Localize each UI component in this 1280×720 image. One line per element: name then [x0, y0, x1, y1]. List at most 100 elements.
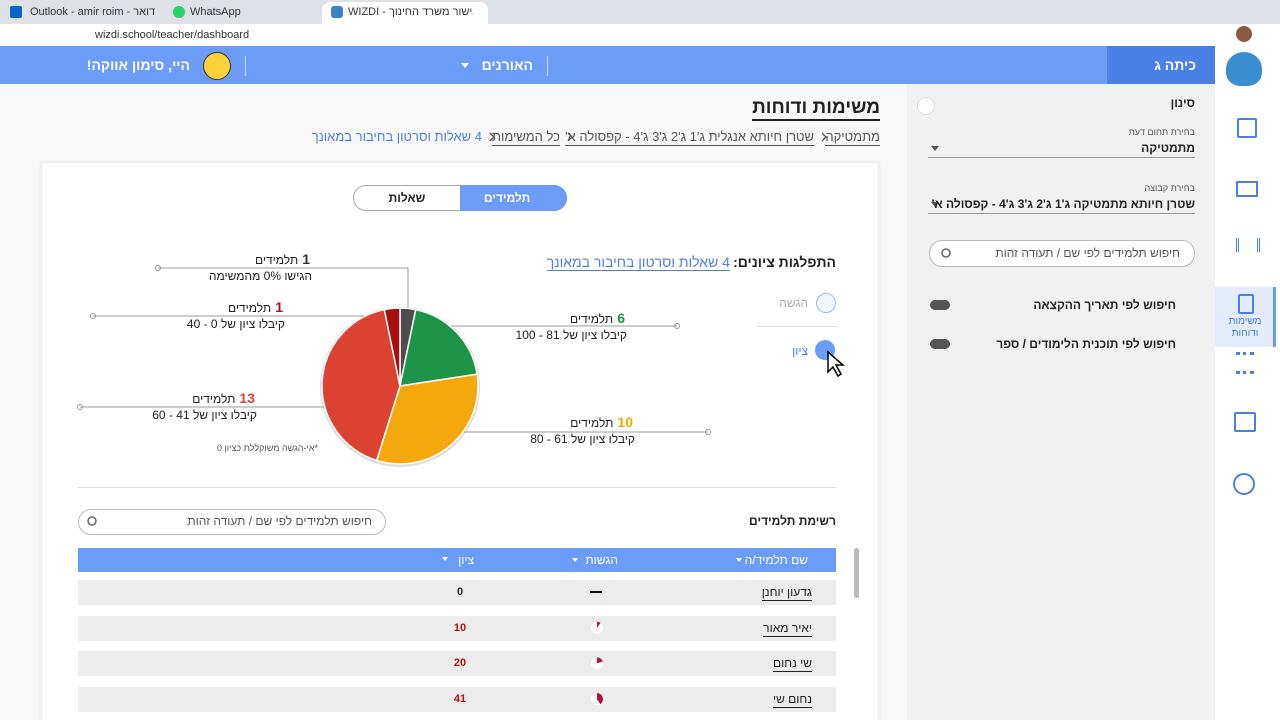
slice-caption: הגישו 0% מהמשימה: [208, 269, 312, 283]
student-name[interactable]: גדעון יוחנן: [761, 585, 812, 601]
nav-label[interactable]: משימות ודוחות: [1228, 316, 1262, 339]
toggle-switch[interactable]: [930, 300, 950, 310]
tab-bar: [0, 0, 1280, 24]
page-title: משימות ודוחות: [752, 97, 880, 121]
breadcrumb[interactable]: שטרן חיותא אנגלית ג'1 ג'2 ג'3 ג'4 - קפסו…: [565, 129, 814, 146]
sort-arrow[interactable]: [572, 558, 578, 562]
menu[interactable]: האורנים: [481, 57, 533, 73]
slice-unit: תלמידים: [255, 253, 299, 267]
mode-icon[interactable]: [816, 293, 836, 313]
browser-tab[interactable]: WIZDI - ות באישור משרד החינוך: [348, 6, 473, 18]
nav-icon[interactable]: [1236, 352, 1254, 374]
logo: [1226, 52, 1262, 86]
slice-label: 1תלמידים: [255, 251, 310, 268]
table-row: [78, 615, 836, 641]
avatar-emoji: [203, 52, 231, 80]
slice-label: 1תלמידים: [228, 299, 283, 316]
slice-count: 1: [275, 299, 283, 315]
student-name[interactable]: שי נחום: [772, 656, 812, 673]
search-placeholder: חיפוש תלמידים לפי שם / תעודה זהות: [995, 246, 1180, 260]
divider: [757, 326, 837, 327]
list-title: רשימת תלמידים: [749, 514, 836, 528]
student-search[interactable]: [78, 509, 386, 535]
grade: 10: [453, 621, 467, 634]
slice-caption: קיבלו ציון של 81 - 100: [515, 328, 627, 342]
table-header: [78, 548, 836, 572]
scrollbar[interactable]: [854, 548, 859, 598]
wizdi-icon: [331, 6, 343, 18]
slice-caption: קיבלו ציון של 61 - 80: [530, 432, 635, 446]
breadcrumb[interactable]: מתמטיקה: [825, 129, 880, 146]
column-header[interactable]: שם תלמיד/ה: [744, 553, 808, 567]
nav-icon[interactable]: [1234, 412, 1256, 432]
slice-label: 6תלמידים: [570, 310, 625, 327]
note: *אי-הגשה משוקללת כציון 0: [216, 443, 318, 453]
browser-tab[interactable]: WhatsApp: [190, 6, 241, 18]
sort-arrow[interactable]: [736, 558, 742, 562]
view-tab[interactable]: שאלות: [388, 191, 426, 205]
grade: 41: [453, 693, 467, 706]
active-tab[interactable]: [322, 2, 488, 24]
slice-label: 13תלמידים: [192, 390, 255, 407]
top-bar: [0, 46, 1215, 84]
collapse-filter[interactable]: [917, 97, 935, 115]
distribution-label: התפלגות ציונים:: [733, 254, 836, 270]
class-name: כיתה ג: [1154, 57, 1196, 73]
breadcrumb[interactable]: כל המשימות: [491, 129, 560, 146]
search-placeholder: חיפוש תלמידים לפי שם / תעודה זהות: [187, 514, 372, 528]
profile-avatar[interactable]: [1236, 26, 1252, 42]
column-header[interactable]: הגשות: [585, 553, 618, 567]
nav-icon[interactable]: [1236, 238, 1260, 252]
divider: [245, 56, 246, 76]
nav-icon[interactable]: [1238, 294, 1254, 314]
slice-unit: תלמידים: [570, 312, 614, 326]
task-link[interactable]: 4 שאלות וסרטון בחיבור במאונך: [546, 254, 730, 271]
breadcrumb: 4 שאלות וסרטון בחיבור במאונך: [311, 129, 482, 144]
view-tab-active[interactable]: [460, 185, 567, 211]
field-label: בחירת תחום דעת: [1128, 127, 1195, 137]
table-row: [78, 651, 836, 677]
sort-arrow[interactable]: [442, 557, 448, 561]
select-underline: [928, 157, 1195, 158]
slice-unit: תלמידים: [192, 392, 236, 406]
view-tab[interactable]: תלמידים: [483, 191, 531, 205]
slice-count: 10: [617, 414, 633, 430]
select-arrow[interactable]: [931, 146, 939, 151]
filter-title: סינון: [1170, 96, 1195, 110]
collapse-nav[interactable]: [1233, 473, 1255, 495]
mode-icon-active[interactable]: [815, 340, 835, 360]
slice-count: 6: [617, 310, 625, 326]
column-header[interactable]: ציון: [458, 553, 474, 567]
class-box[interactable]: [1107, 46, 1215, 84]
mode-label[interactable]: הגשה: [779, 296, 808, 310]
slice-unit: תלמידים: [228, 301, 272, 315]
toggle-label: חיפוש לפי תוכנית הלימודים / ספר: [996, 337, 1176, 351]
slice-caption: קיבלו ציון של 0 - 40: [186, 317, 285, 331]
browser-tab[interactable]: Outlook - amir roim - דואר: [30, 6, 155, 18]
nav-icon[interactable]: [1237, 118, 1257, 138]
select-underline: [928, 213, 1195, 214]
nav-icon[interactable]: [1236, 181, 1258, 197]
outlook-icon: [10, 6, 22, 18]
slice-count: 13: [239, 390, 255, 406]
menu-arrow[interactable]: [461, 63, 469, 68]
nav-active[interactable]: [1215, 287, 1276, 347]
field-label: בחירת קבוצה: [1144, 183, 1195, 193]
filter-panel: [907, 84, 1215, 720]
mode-label[interactable]: ציון: [792, 344, 808, 358]
slice-caption: קיבלו ציון של 41 - 60: [152, 408, 257, 422]
table-row: [78, 687, 836, 713]
divider: [547, 56, 548, 76]
select-arrow[interactable]: [931, 202, 939, 207]
student-name[interactable]: יאיר מאור: [763, 620, 812, 637]
field-value[interactable]: שטרן חיותא מתמטיקה ג'1 ג'2 ג'3 ג'4 - קפס…: [931, 197, 1195, 211]
slice-label: 10תלמידים: [570, 414, 633, 431]
whatsapp-icon: [173, 6, 185, 18]
field-value[interactable]: מתמטיקה: [1141, 141, 1195, 155]
student-name[interactable]: נחום שי: [772, 692, 812, 709]
grade: 0: [456, 586, 464, 598]
filter-search[interactable]: [929, 240, 1195, 267]
toggle-switch[interactable]: [930, 339, 950, 349]
side-nav: [1215, 46, 1280, 720]
